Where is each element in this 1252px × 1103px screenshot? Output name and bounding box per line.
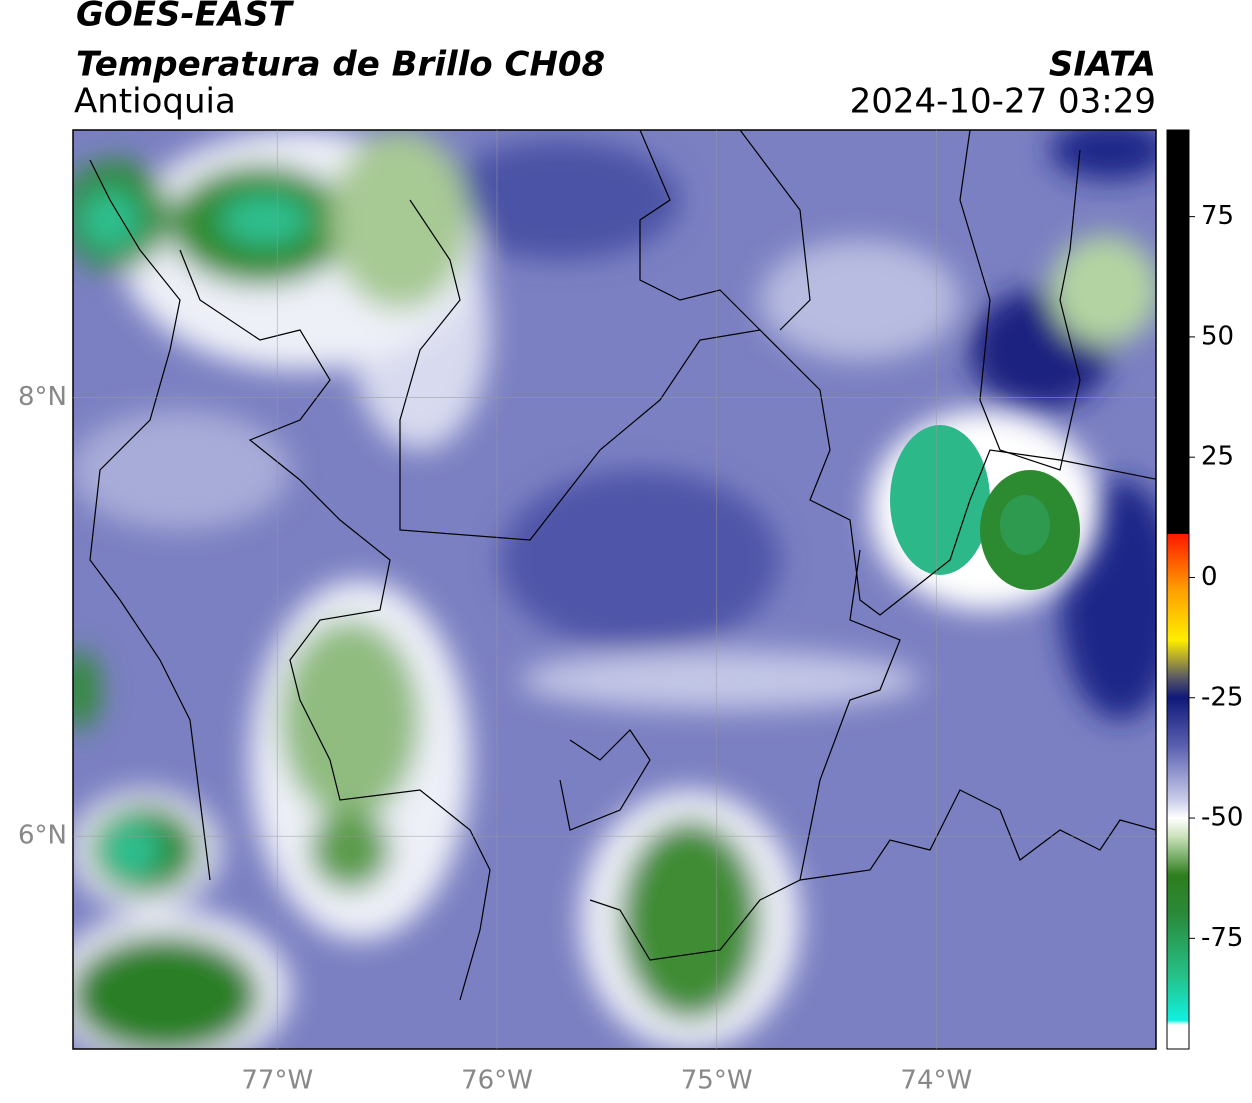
region: Antioquia — [74, 82, 236, 122]
x-tick-label: 77°W — [241, 1066, 313, 1096]
colorbar-tick-label: -50 — [1201, 803, 1243, 833]
subtitle: Temperatura de Brillo CH08 — [76, 45, 605, 85]
title: GOES-EAST — [76, 0, 295, 35]
colorbar-tick-label: 75 — [1201, 201, 1234, 231]
colorbar-tick-label: -75 — [1201, 923, 1243, 953]
source: SIATA — [1049, 45, 1156, 85]
map-imagery — [73, 130, 1156, 1049]
colorbar-tick-label: 50 — [1201, 321, 1234, 351]
datetime: 2024-10-27 03:29 — [850, 82, 1156, 122]
x-tick-label: 76°W — [461, 1066, 533, 1096]
colorbar-tick-label: 25 — [1201, 442, 1234, 472]
colorbar — [1166, 129, 1190, 1050]
x-tick-label: 75°W — [681, 1066, 753, 1096]
x-tick-label: 74°W — [900, 1066, 972, 1096]
colorbar-tick-label: 0 — [1201, 562, 1218, 592]
map-frame — [72, 129, 1157, 1050]
colorbar-tick-label: -25 — [1201, 682, 1243, 712]
y-tick-label: 6°N — [18, 821, 67, 851]
y-tick-label: 8°N — [18, 382, 67, 412]
